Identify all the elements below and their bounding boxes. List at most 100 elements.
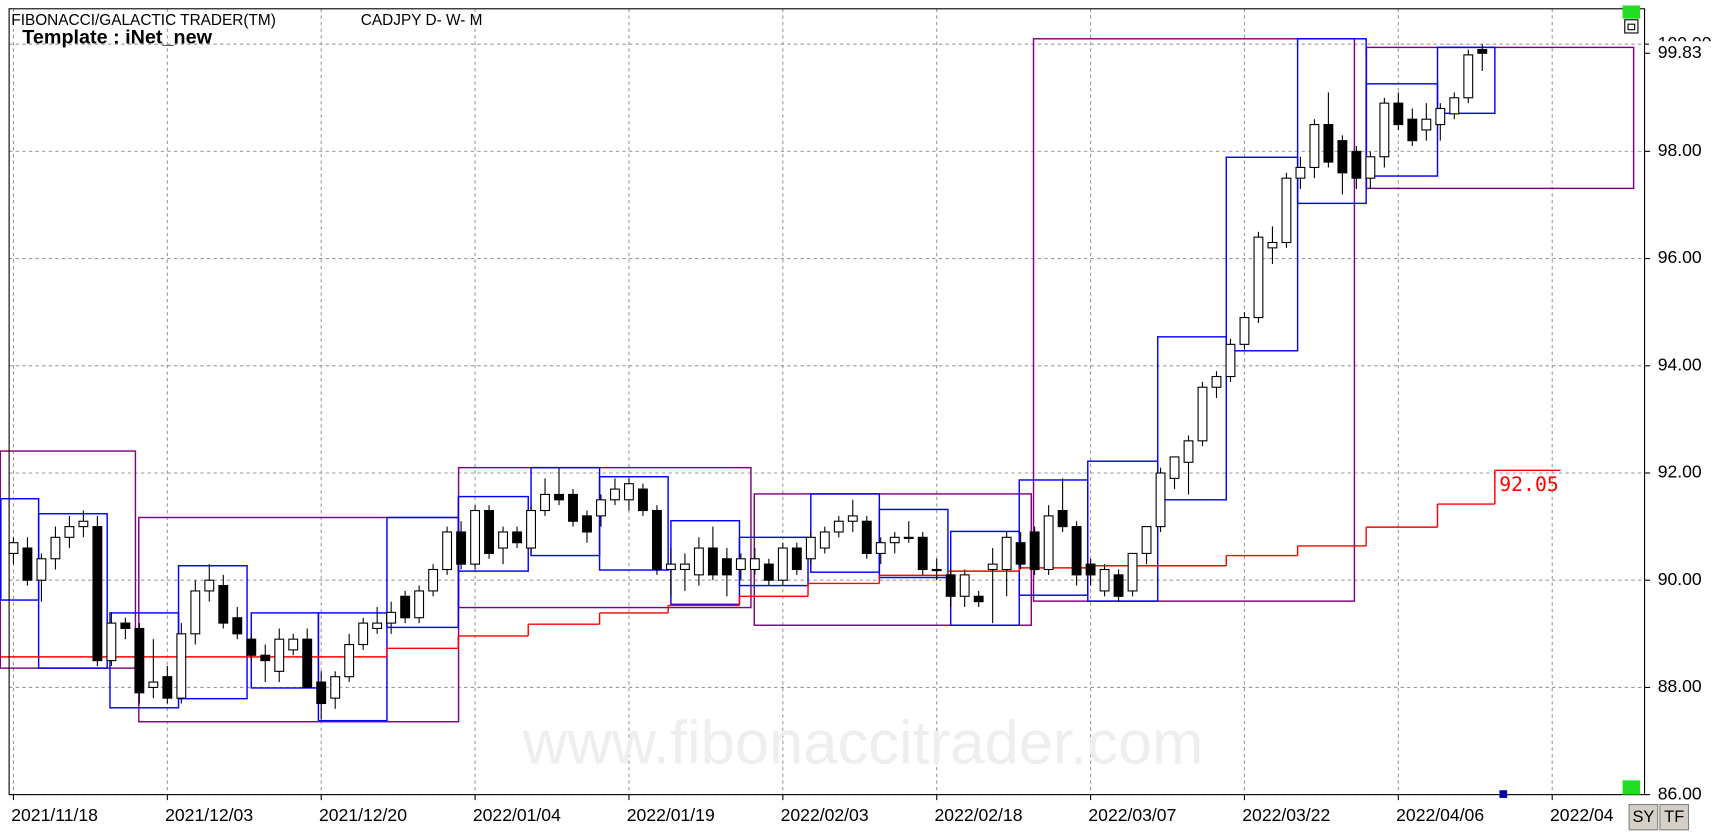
candle-body [1029, 531, 1040, 571]
candle-body [1365, 156, 1376, 179]
candle-body [1435, 107, 1446, 126]
candle-body [162, 676, 173, 699]
candle-body [1071, 526, 1082, 576]
axes: 86.0088.0090.0092.0094.0096.0098.00100.0… [11, 33, 1722, 825]
candle-body [624, 483, 634, 501]
toolbar-button-label: SY [1632, 808, 1654, 826]
candle-body [288, 638, 299, 651]
weekly-box [1087, 460, 1159, 602]
candle-body [749, 558, 760, 571]
toolbar-button-label: TF [1664, 808, 1684, 826]
candle-body [833, 520, 844, 533]
candle-body [344, 643, 355, 678]
candle-body [470, 509, 481, 565]
chart-title: FIBONACCI/GALACTIC TRADER(TM) [11, 12, 276, 29]
x-tick-label: 2022/04/06 [1396, 805, 1484, 825]
candle-body [973, 595, 984, 603]
window-button[interactable] [1624, 19, 1639, 34]
x-tick-label: 2022/04 [1550, 805, 1614, 825]
candle-body [693, 547, 704, 576]
x-tick-label: 2022/02/03 [781, 805, 869, 825]
x-tick-label: 2022/03/07 [1088, 805, 1176, 825]
candle-body [1183, 440, 1194, 463]
candle-body [554, 493, 564, 501]
candle-body [1085, 563, 1096, 576]
candle-body [707, 547, 718, 576]
candles [8, 44, 1488, 720]
candle-body [1225, 343, 1236, 378]
candle-body [456, 531, 467, 565]
candle-body [218, 585, 229, 624]
candle-body [1127, 552, 1138, 592]
x-tick-label: 2022/02/18 [935, 805, 1023, 825]
candle-body [945, 574, 956, 597]
candle-body [1155, 472, 1166, 528]
weekly-box [317, 612, 388, 722]
candle-body [540, 493, 550, 512]
candle-body [1393, 102, 1404, 126]
candle-body [386, 611, 397, 624]
candle-body [1463, 54, 1474, 99]
y-tick-label: 96.00 [1658, 247, 1702, 267]
candle-body [442, 531, 453, 571]
toolbar-button[interactable] [1628, 803, 1659, 831]
candle-body [1057, 509, 1068, 528]
candle-body [1379, 102, 1390, 158]
candle-body [484, 509, 495, 554]
candle-body [8, 542, 19, 554]
candle-body [204, 579, 215, 592]
candle-body [64, 526, 75, 538]
candle-body [1351, 150, 1362, 179]
candle-body [22, 547, 33, 581]
candle-body [148, 681, 159, 688]
candle-body [428, 568, 439, 592]
candle-body [861, 520, 872, 554]
candle-body [805, 536, 816, 560]
candle-body [917, 536, 928, 571]
candle-body [106, 622, 117, 662]
last-price-label: 99.83 [1658, 42, 1702, 62]
candle-body [721, 558, 732, 576]
candle-body [791, 547, 802, 571]
y-tick-label: 88.00 [1658, 676, 1702, 696]
y-tick-label: 86.00 [1658, 783, 1702, 803]
candle-body [120, 622, 131, 630]
candle-body [1015, 542, 1026, 565]
weekly-box [1225, 156, 1299, 352]
y-tick-label: 90.00 [1658, 569, 1702, 589]
toolbar-button[interactable] [1659, 803, 1690, 831]
y-tick-label: 94.00 [1658, 354, 1702, 374]
candle-body [582, 515, 592, 533]
x-tick-label: 2022/01/04 [473, 805, 561, 825]
candle-body [1043, 515, 1054, 571]
candle-body [1323, 124, 1334, 163]
weekly-box [177, 565, 248, 700]
x-tick-label: 2021/11/18 [11, 805, 98, 825]
candle-body [316, 681, 327, 705]
toolbar: SY TF [1628, 803, 1690, 831]
grid [9, 8, 1645, 796]
candle-body [1141, 526, 1152, 554]
candle-body [568, 493, 578, 522]
candle-body [512, 531, 522, 544]
candle-body [36, 558, 47, 581]
candle-body [1001, 536, 1012, 571]
window-button-icon [1627, 23, 1636, 31]
candle-body [1477, 48, 1488, 54]
candle-body [847, 515, 858, 522]
weekly-box [1157, 336, 1227, 501]
corner-marker [1622, 780, 1641, 795]
candle-body [931, 568, 942, 572]
candle-body [638, 488, 648, 512]
watermark: www.fibonaccitrader.com [522, 709, 1204, 778]
chart-subtitle: CADJPY D- W- M [361, 12, 483, 29]
candle-body [889, 536, 900, 544]
candle-body [78, 520, 89, 528]
line-label: 92.05 [1499, 473, 1559, 496]
x-tick-label: 2021/12/03 [165, 805, 253, 825]
candle-body [819, 531, 830, 549]
weekly-box [386, 516, 460, 629]
scroll-marker [1499, 790, 1508, 798]
candle-body [1197, 386, 1208, 442]
x-tick-label: 2021/12/20 [319, 805, 407, 825]
